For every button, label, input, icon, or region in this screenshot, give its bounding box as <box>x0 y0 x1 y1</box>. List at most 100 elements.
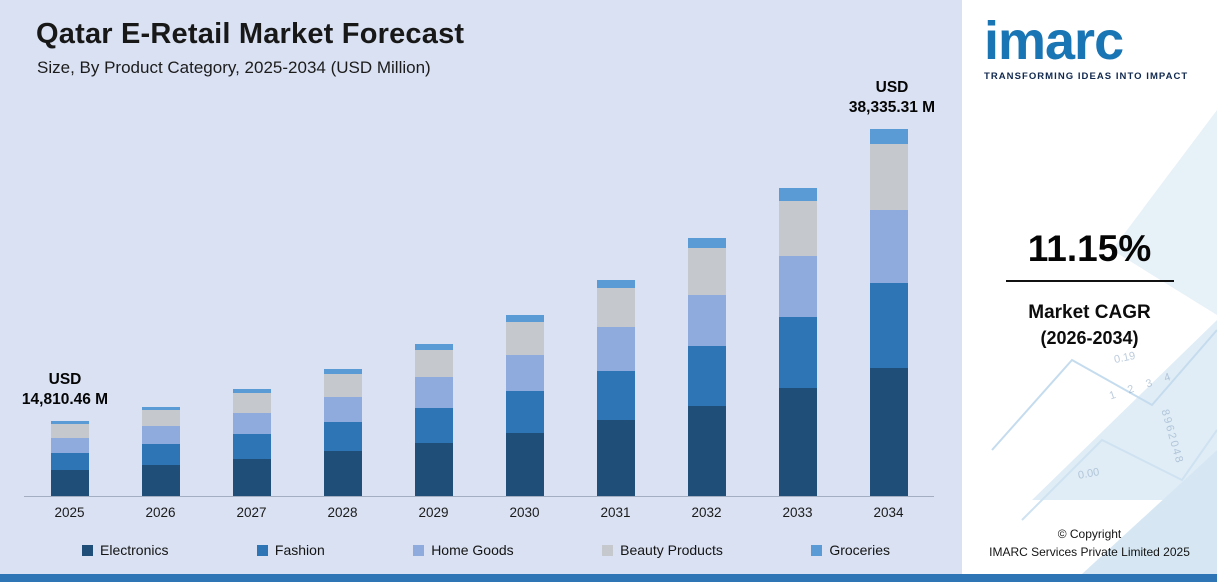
segment-groceries-2032 <box>687 238 726 249</box>
segment-fashion-2027 <box>232 434 271 459</box>
segment-beauty-products-2025 <box>50 424 89 438</box>
segment-groceries-2033 <box>778 188 817 201</box>
bar-column-2032 <box>661 238 752 496</box>
segment-electronics-2033 <box>778 388 817 496</box>
cagr-divider <box>1005 280 1174 282</box>
x-tick-2029: 2029 <box>418 505 449 520</box>
bar-column-2034 <box>843 129 934 496</box>
segment-home-goods-2025 <box>50 437 89 453</box>
segment-electronics-2025 <box>50 469 89 497</box>
bar-column-2033 <box>752 188 843 496</box>
cagr-label: Market CAGR <box>1028 302 1151 323</box>
bar-column-2029 <box>388 344 479 496</box>
annotation-2025: USD 14,810.46 M <box>0 370 130 410</box>
stacked-bar-2027 <box>232 389 271 496</box>
segment-electronics-2027 <box>232 458 271 496</box>
bar-column-2025 <box>24 421 115 497</box>
copyright-line1: © Copyright <box>1057 526 1122 541</box>
legend-swatch-fashion <box>256 544 268 556</box>
segment-electronics-2034 <box>869 367 908 496</box>
x-axis-labels: 2025 2026 2027 2028 2029 2030 2031 2032 2033 2034 <box>24 505 934 520</box>
segment-fashion-2025 <box>50 452 89 470</box>
legend-label: Electronics <box>100 542 169 558</box>
segment-groceries-2028 <box>323 368 362 374</box>
legend: Electronics Fashion Home Goods Beauty Produ… <box>24 542 934 558</box>
legend-item-fashion: Fashion <box>256 542 325 558</box>
legend-label: Groceries <box>829 542 890 558</box>
plot-area <box>24 117 934 497</box>
segment-home-goods-2029 <box>414 377 453 408</box>
bar-column-2026 <box>115 406 206 497</box>
copyright: © Copyright IMARC Services Private Limit… <box>962 525 1217 562</box>
segment-home-goods-2026 <box>141 426 180 445</box>
segment-groceries-2025 <box>50 421 89 424</box>
stacked-bar-2034 <box>869 129 908 496</box>
segment-electronics-2026 <box>141 464 180 496</box>
segment-electronics-2029 <box>414 442 453 496</box>
segment-home-goods-2032 <box>687 294 726 347</box>
annotation-2025-value: 14,810.46 M <box>21 391 109 409</box>
stacked-bar-2025 <box>50 421 89 497</box>
bar-column-2030 <box>479 314 570 496</box>
logo-wordmark: imarc <box>984 11 1124 71</box>
segment-fashion-2034 <box>869 283 908 368</box>
cagr-value: 11.15% <box>1027 228 1152 269</box>
segment-beauty-products-2028 <box>323 373 362 397</box>
segment-electronics-2028 <box>323 451 362 496</box>
segment-groceries-2027 <box>232 389 271 394</box>
x-tick-2027: 2027 <box>236 505 267 520</box>
segment-groceries-2031 <box>596 279 635 289</box>
decorative-graphic <box>991 110 1217 574</box>
bottom-accent-strip <box>0 574 1217 582</box>
logo-tagline: TRANSFORMING IDEAS INTO IMPACT <box>984 71 1189 82</box>
segment-beauty-products-2034 <box>869 143 908 210</box>
cagr-block: 11.15% Market CAGR (2026-2034) <box>962 228 1217 349</box>
segment-electronics-2032 <box>687 405 726 496</box>
x-tick-2034: 2034 <box>873 505 904 520</box>
stacked-bar-2033 <box>778 188 817 496</box>
legend-swatch-groceries <box>811 544 823 556</box>
segment-beauty-products-2029 <box>414 350 453 378</box>
segment-groceries-2030 <box>505 314 544 322</box>
segment-groceries-2034 <box>869 129 908 144</box>
x-tick-2032: 2032 <box>691 505 722 520</box>
annotation-2034: USD 38,335.31 M <box>828 78 956 118</box>
legend-label: Fashion <box>274 542 325 558</box>
segment-beauty-products-2026 <box>141 410 180 427</box>
x-tick-2025: 2025 <box>54 505 85 520</box>
x-tick-2031: 2031 <box>600 505 631 520</box>
segment-home-goods-2033 <box>778 255 817 318</box>
segment-groceries-2026 <box>141 406 180 411</box>
segment-beauty-products-2030 <box>505 321 544 355</box>
segment-home-goods-2030 <box>505 354 544 391</box>
legend-item-home-goods: Home Goods <box>413 542 514 558</box>
bar-column-2031 <box>570 279 661 496</box>
segment-fashion-2026 <box>141 444 180 465</box>
chart-title: Qatar E-Retail Market Forecast <box>36 18 465 50</box>
x-tick-2028: 2028 <box>327 505 358 520</box>
segment-fashion-2028 <box>323 422 362 452</box>
stacked-bar-2026 <box>141 406 180 497</box>
legend-swatch-electronics <box>82 544 93 556</box>
chart-panel: Qatar E-Retail Market Forecast Size, By … <box>0 0 962 574</box>
legend-swatch-home-goods <box>413 544 425 556</box>
bar-column-2028 <box>297 368 388 496</box>
segment-fashion-2032 <box>687 346 726 406</box>
annotation-2025-currency: USD <box>48 371 82 388</box>
segment-electronics-2030 <box>505 432 544 496</box>
copyright-line2: IMARC Services Private Limited 2025 <box>989 545 1190 560</box>
chart-subtitle: Size, By Product Category, 2025-2034 (US… <box>37 58 431 77</box>
segment-electronics-2031 <box>596 420 635 496</box>
stacked-bar-2032 <box>687 238 726 496</box>
stacked-bar-2029 <box>414 344 453 496</box>
legend-swatch-beauty-products <box>602 544 614 556</box>
segment-beauty-products-2027 <box>232 393 271 413</box>
cagr-period: (2026-2034) <box>1040 328 1139 348</box>
segment-home-goods-2028 <box>323 396 362 423</box>
segment-fashion-2031 <box>596 370 635 421</box>
imarc-logo: imarc TRANSFORMING IDEAS INTO IMPACT <box>962 0 1217 82</box>
segment-fashion-2033 <box>778 317 817 389</box>
segment-groceries-2029 <box>414 344 453 351</box>
legend-item-electronics: Electronics <box>82 542 168 558</box>
